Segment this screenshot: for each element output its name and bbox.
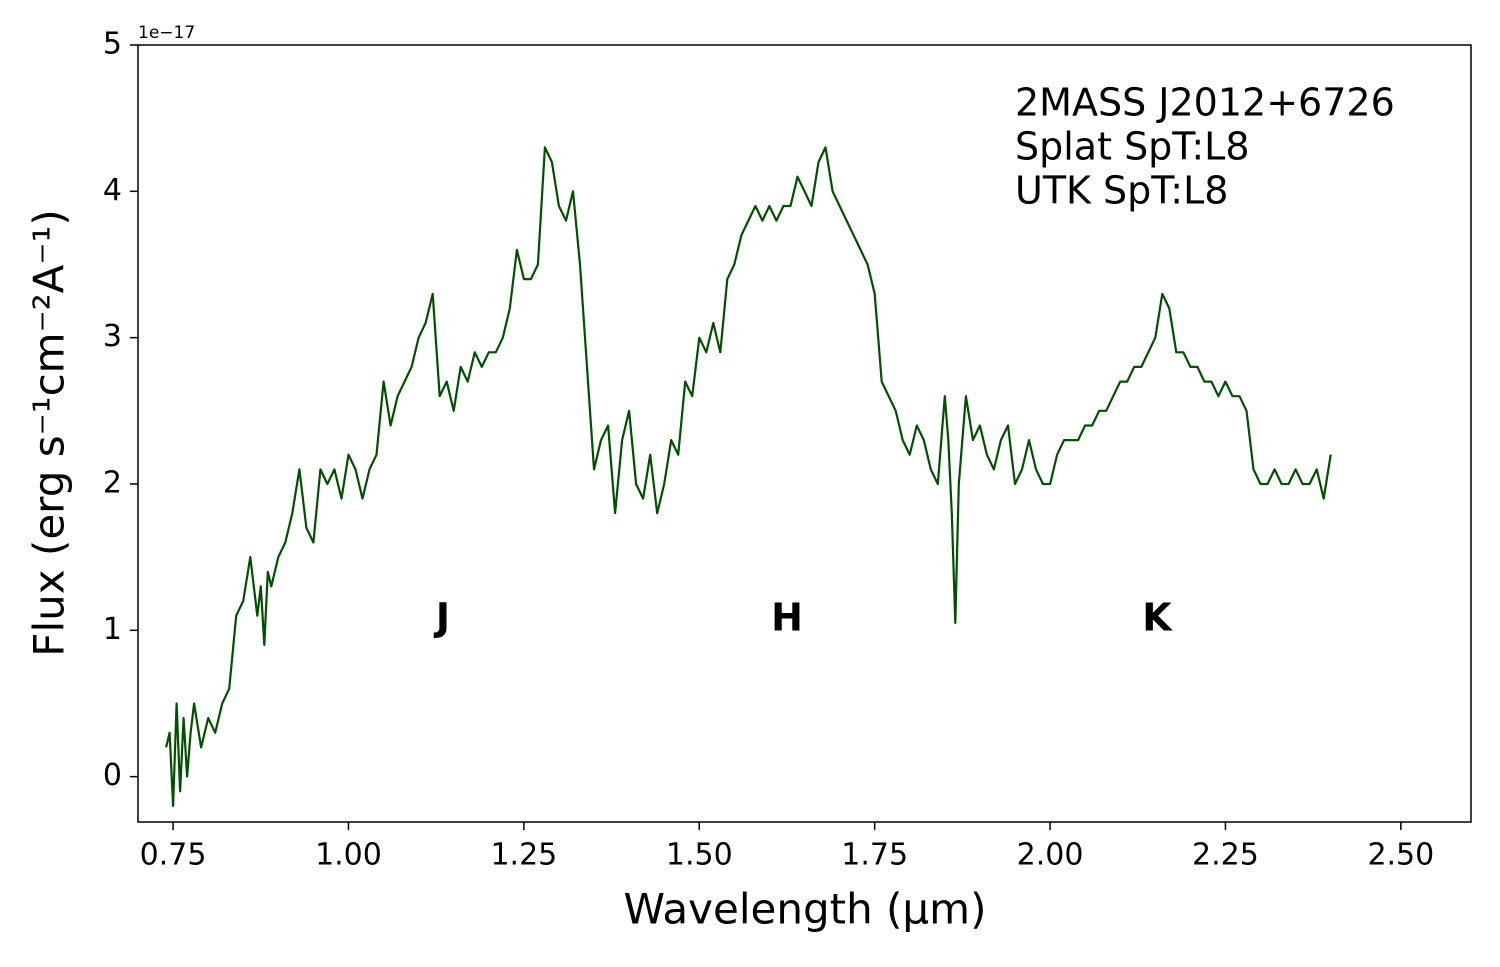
y-axis-label: Flux (erg s⁻¹cm⁻²A⁻¹) xyxy=(25,209,74,656)
band-label: K xyxy=(1142,596,1173,640)
x-tick-label: 1.50 xyxy=(666,838,733,873)
x-tick-label: 1.75 xyxy=(841,838,908,873)
y-tick-label: 5 xyxy=(103,27,122,62)
y-tick-label: 2 xyxy=(103,465,122,500)
annotation: UTK SpT:L8 xyxy=(1015,169,1228,213)
annotation: Splat SpT:L8 xyxy=(1015,125,1250,169)
x-tick-label: 2.00 xyxy=(1017,838,1084,873)
y-tick-label: 3 xyxy=(103,319,122,354)
band-label: J xyxy=(433,596,450,640)
spectrum-line xyxy=(165,146,1332,807)
x-axis-label: Wavelength (μm) xyxy=(624,885,987,934)
y-tick-label: 1 xyxy=(103,612,122,647)
x-tick-label: 1.00 xyxy=(315,838,382,873)
x-tick-label: 2.50 xyxy=(1367,838,1434,873)
offset-text: 1e−17 xyxy=(138,23,195,43)
x-tick-label: 2.25 xyxy=(1192,838,1259,873)
band-label: H xyxy=(771,596,803,640)
y-tick-label: 4 xyxy=(103,173,122,208)
annotation: 2MASS J2012+6726 xyxy=(1015,81,1395,125)
plot-frame xyxy=(137,44,1472,823)
x-tick-label: 0.75 xyxy=(140,838,207,873)
x-tick-label: 1.25 xyxy=(490,838,557,873)
y-tick-label: 0 xyxy=(103,758,122,793)
